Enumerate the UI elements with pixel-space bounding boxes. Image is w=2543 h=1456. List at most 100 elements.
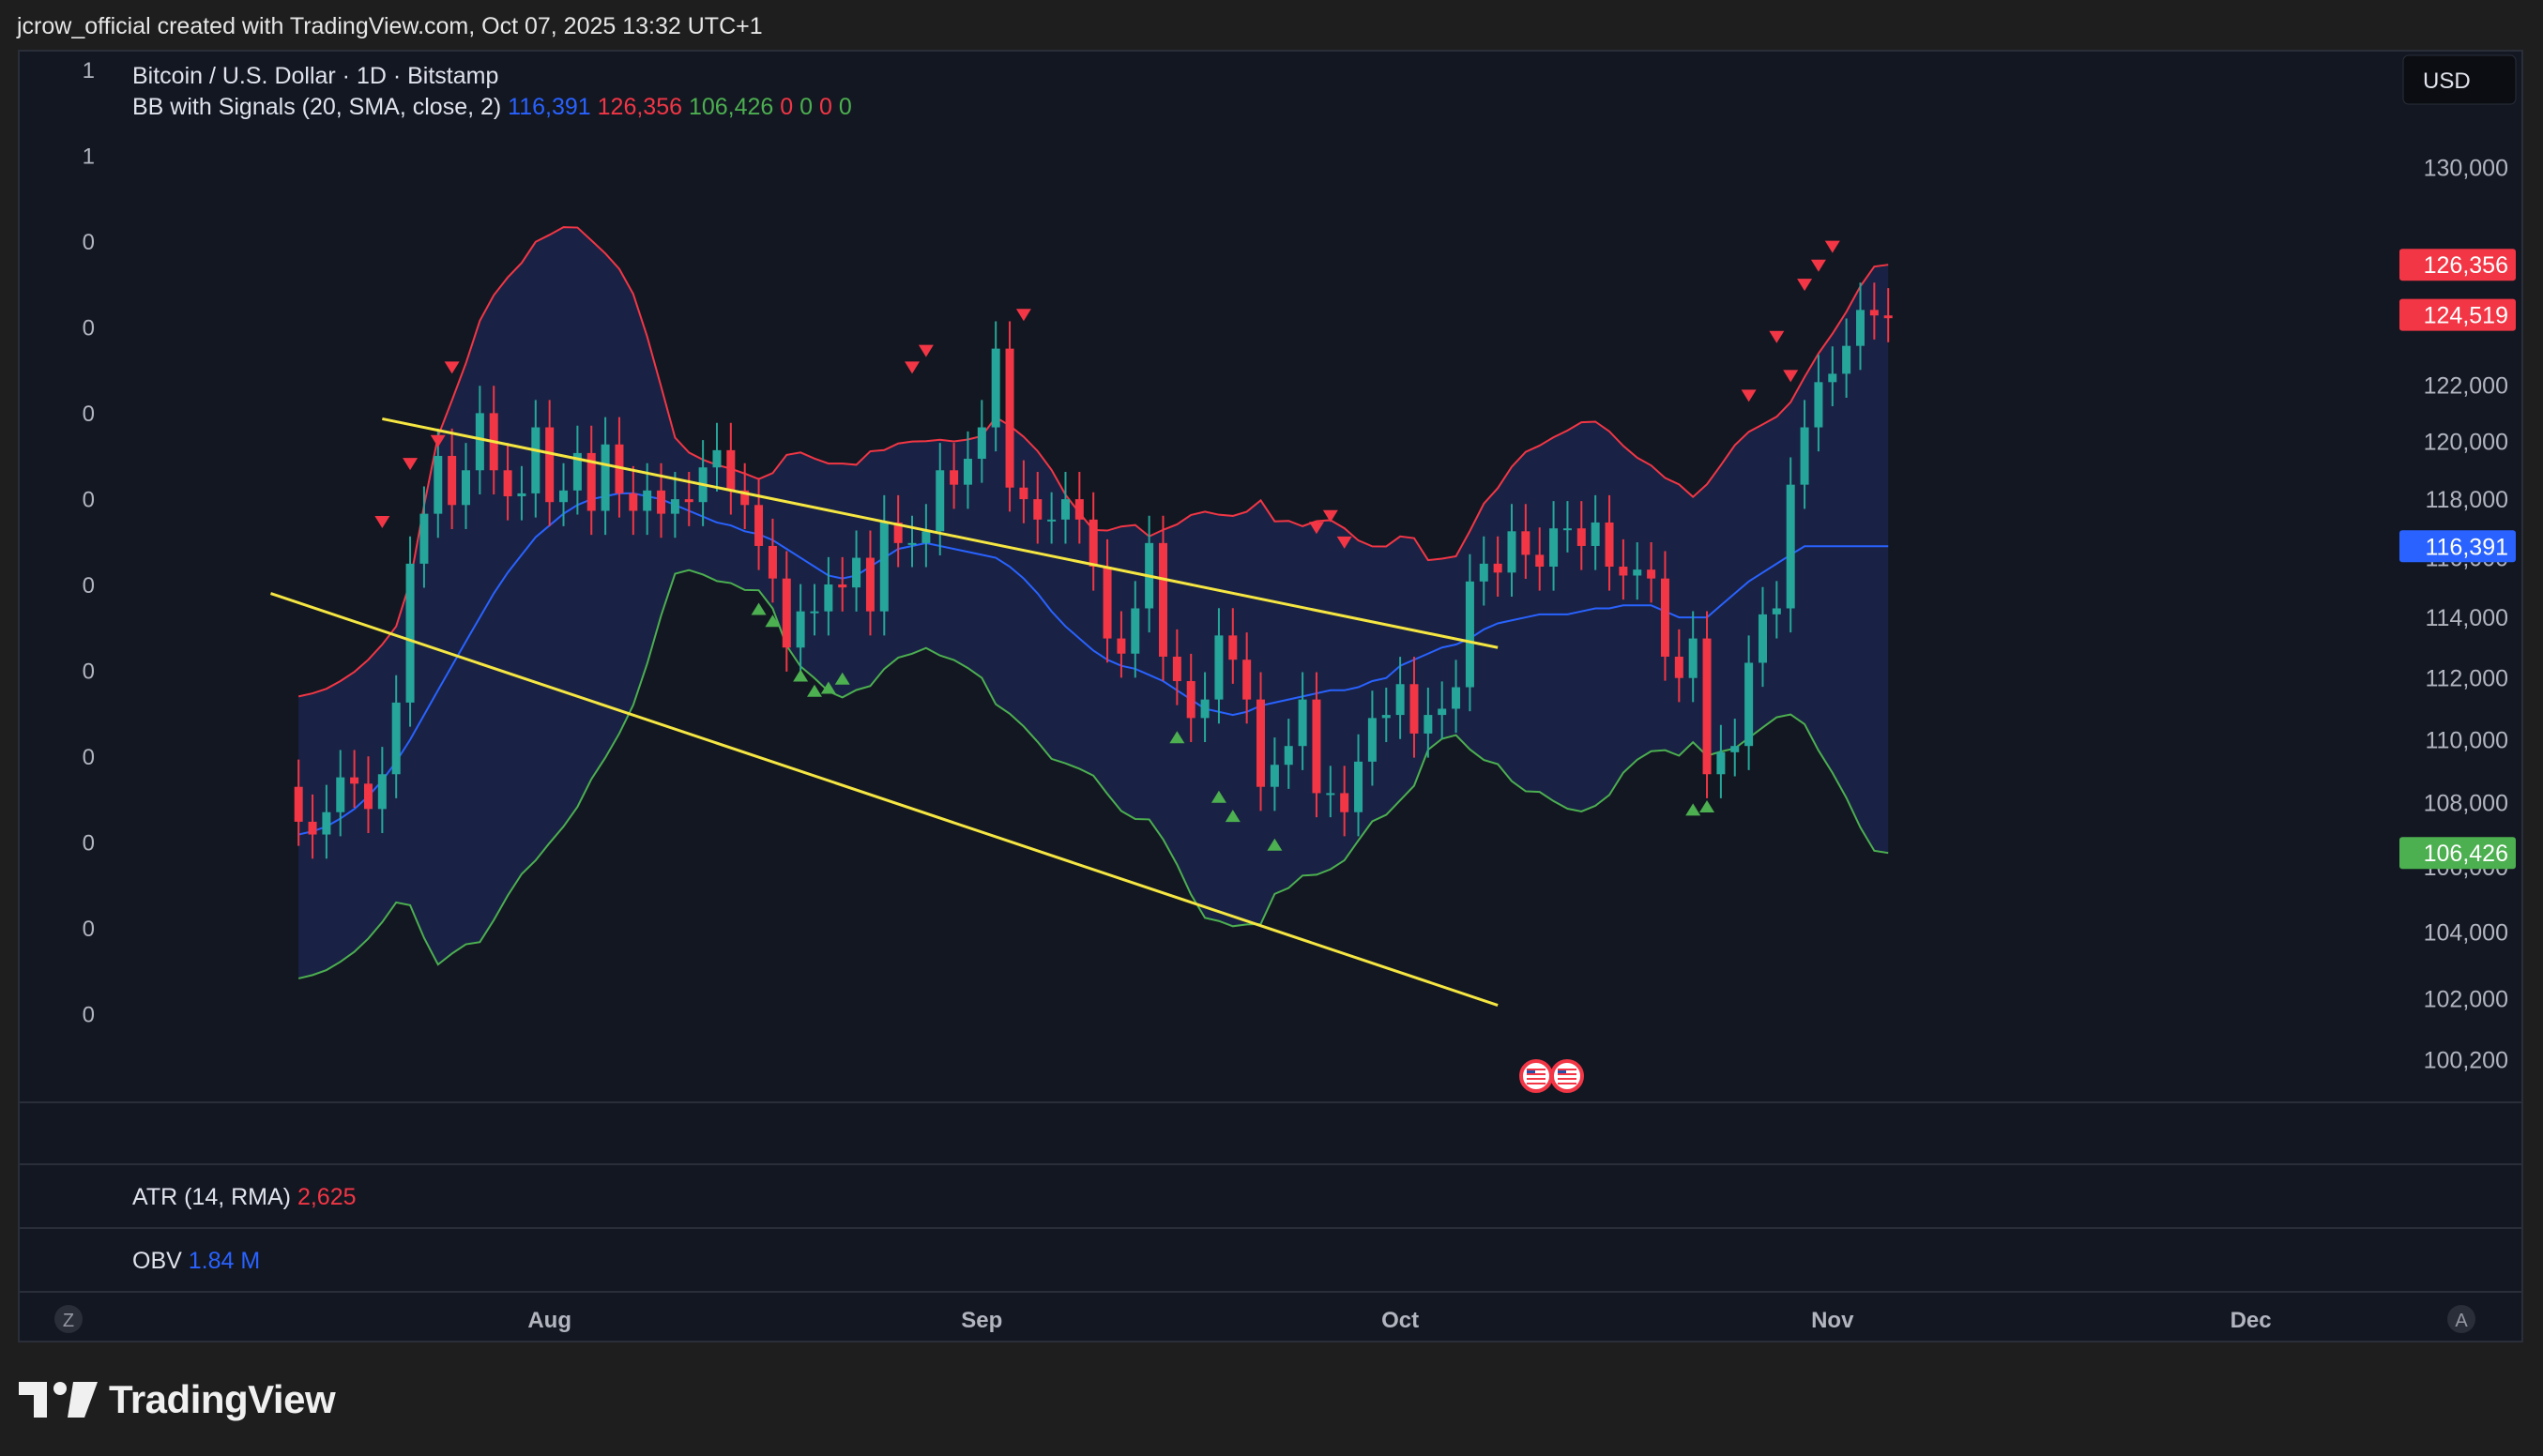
candle <box>1842 318 1851 399</box>
candle-body <box>1312 699 1321 794</box>
price-axis-label: 102,000 <box>2424 986 2508 1012</box>
zoom-button-z[interactable]: Z <box>54 1305 83 1333</box>
candle-body <box>977 427 986 460</box>
candle-body <box>1842 345 1851 374</box>
buy-signal-icon <box>1699 799 1715 812</box>
price-chart[interactable]: 100,200102,000104,000106,000108,000110,0… <box>20 52 2521 1341</box>
price-axis-label: 112,000 <box>2425 666 2508 692</box>
price-tag-label: 126,356 <box>2424 252 2508 279</box>
candle <box>1702 611 1712 798</box>
currency-button[interactable]: USD <box>2402 54 2517 105</box>
atr-name: ATR (14, RMA) <box>132 1184 297 1210</box>
sell-signal-icon <box>1015 309 1031 322</box>
time-axis[interactable]: Aug Sep Oct Nov Dec Z A <box>20 1101 2521 1333</box>
candle-body <box>670 499 679 514</box>
price-axis-label: 122,000 <box>2424 372 2508 399</box>
signal-count: 0 <box>819 94 839 120</box>
candle <box>1605 494 1614 591</box>
flag-stripe <box>1558 1073 1576 1075</box>
candle-body <box>615 444 624 493</box>
candle-body <box>768 545 777 579</box>
chart-frame[interactable]: 100,200102,000104,000106,000108,000110,0… <box>18 50 2523 1342</box>
candle-body <box>963 459 972 485</box>
trendlines[interactable] <box>269 417 1499 1007</box>
candle-body <box>684 499 693 503</box>
candle <box>462 443 470 529</box>
tradingview-watermark[interactable]: TradingView <box>19 1375 336 1424</box>
left-scale-label: 0 <box>83 917 95 942</box>
candle <box>1633 542 1642 600</box>
price-axis-label: 108,000 <box>2424 791 2508 817</box>
upper-trendline <box>382 417 1499 649</box>
left-scale-label: 0 <box>83 230 95 255</box>
candle <box>1340 766 1349 837</box>
candle-body <box>643 490 652 511</box>
candle-body <box>294 786 303 822</box>
axis-button-label: Z <box>63 1311 74 1331</box>
flag-canton <box>1527 1069 1535 1075</box>
candle-body <box>531 427 541 493</box>
candle <box>768 518 777 603</box>
candle-body <box>1019 487 1028 500</box>
atr-value: 2,625 <box>297 1184 357 1210</box>
candle-body <box>838 584 847 588</box>
candle-body <box>1535 554 1545 568</box>
candle-body <box>1060 499 1070 520</box>
candle <box>1381 687 1391 743</box>
candle <box>1409 657 1419 758</box>
candle <box>921 504 931 568</box>
sell-signal-icon <box>1308 522 1324 535</box>
candle <box>1256 672 1266 811</box>
indicator-name: BB with Signals (20, SMA, close, 2) <box>132 94 508 120</box>
candle <box>1688 611 1698 703</box>
candle-body <box>586 452 596 511</box>
candle-body <box>1479 563 1488 582</box>
candle <box>1298 672 1307 770</box>
candle <box>1647 542 1656 603</box>
candle-body <box>1228 635 1238 660</box>
flag-stripe <box>1527 1069 1546 1070</box>
flag-stripe <box>1527 1078 1546 1080</box>
candle <box>350 750 359 808</box>
flag-stripe <box>1558 1069 1576 1070</box>
candle <box>1479 536 1488 606</box>
flag-stripe <box>1527 1083 1546 1084</box>
candle <box>1549 501 1559 591</box>
left-scale-label: 0 <box>83 488 95 513</box>
candle <box>531 400 541 518</box>
auto-scale-button[interactable]: A <box>2447 1305 2475 1333</box>
event-circle <box>1550 1059 1584 1093</box>
candle-body <box>1159 542 1167 657</box>
lower-trendline <box>269 592 1499 1007</box>
candle-body <box>1758 614 1767 663</box>
candle-body <box>405 563 415 703</box>
candle <box>1228 608 1238 684</box>
buy-signal-icon <box>751 602 767 615</box>
candle-body <box>824 584 833 612</box>
candle <box>1576 501 1586 570</box>
candle <box>503 443 512 521</box>
candle-body <box>1772 608 1781 614</box>
candle <box>1716 724 1726 798</box>
candle <box>1214 608 1224 724</box>
buy-signal-icon <box>1211 790 1226 803</box>
candle-body <box>448 455 457 506</box>
candle-body <box>391 702 401 775</box>
candle <box>1744 635 1754 770</box>
price-tag-bg <box>2399 249 2516 281</box>
candle-body <box>601 444 610 511</box>
candle <box>294 759 303 846</box>
candle-body <box>936 470 945 532</box>
price-axis[interactable]: 100,200102,000104,000106,000108,000110,0… <box>2402 54 2517 1073</box>
candle <box>1131 581 1140 678</box>
buy-signal-icon <box>1225 810 1241 823</box>
bollinger-lower-line <box>297 569 1889 979</box>
candle-body <box>1242 660 1252 700</box>
sell-signal-icon <box>374 515 390 528</box>
candle-body <box>1381 715 1391 719</box>
signal-count: 0 <box>780 94 799 120</box>
candle <box>559 463 569 526</box>
candle-body <box>1744 662 1754 747</box>
candle-body <box>377 774 387 810</box>
left-scale-label: 0 <box>83 745 95 770</box>
